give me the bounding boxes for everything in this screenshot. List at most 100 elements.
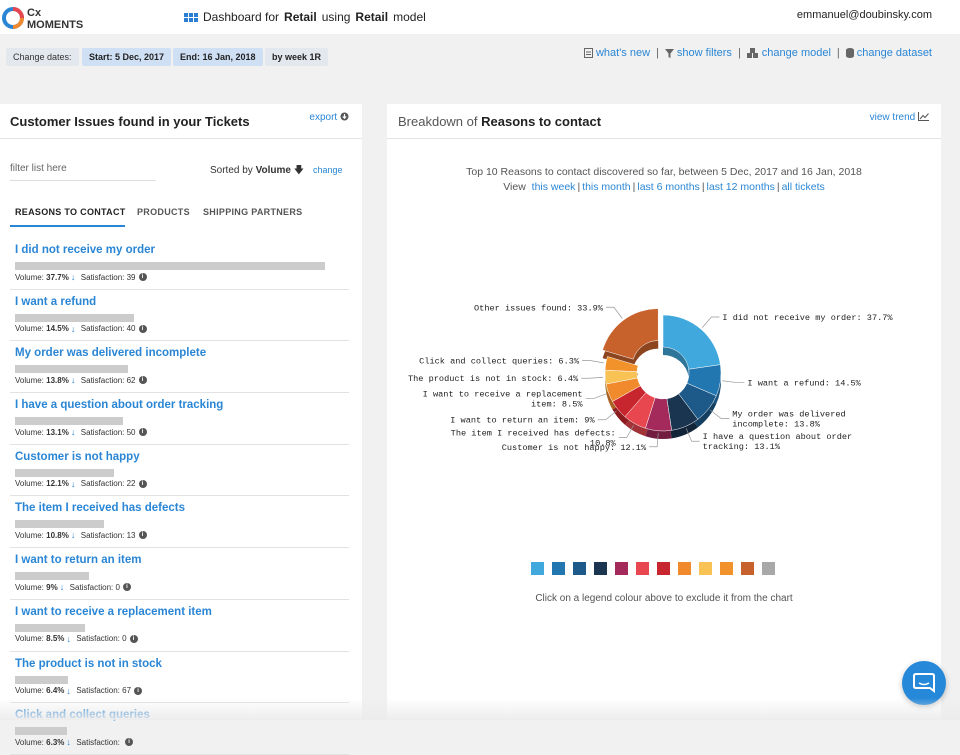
donut-slice-9[interactable] — [604, 356, 639, 372]
cx-moments-logo[interactable]: Cx MOMENTS — [2, 4, 102, 32]
breakdown-title-bold: Reasons to contact — [481, 114, 602, 129]
view-link-3[interactable]: last 12 months — [706, 181, 775, 193]
info-icon[interactable]: i — [138, 324, 147, 333]
issue-title[interactable]: The product is not in stock — [15, 657, 162, 670]
info-icon[interactable]: i — [138, 428, 147, 437]
volume-label: Volume: — [15, 686, 44, 695]
view-link-4[interactable]: all tickets — [781, 181, 825, 193]
legend-swatch-7[interactable] — [678, 562, 691, 575]
breakdown-title: Breakdown of Reasons to contact — [398, 114, 601, 129]
donut-leader-line-5 — [618, 425, 634, 438]
info-icon[interactable]: i — [129, 634, 138, 643]
info-icon[interactable]: i — [134, 686, 143, 695]
end-date-button[interactable]: End: 16 Jan, 2018 — [173, 48, 263, 66]
view-link-0[interactable]: this week — [531, 181, 576, 193]
legend-swatch-0[interactable] — [531, 562, 544, 575]
logo-text-moments: MOMENTS — [27, 19, 83, 31]
breakdown-title-prefix: Breakdown of — [398, 114, 478, 129]
issue-title[interactable]: Customer is not happy — [15, 450, 140, 463]
issue-title[interactable]: I want a refund — [15, 295, 97, 308]
legend-swatch-8[interactable] — [699, 562, 712, 575]
logo-text-cx: Cx — [27, 7, 42, 19]
legend-swatch-6[interactable] — [657, 562, 670, 575]
tab-shipping-partners[interactable]: SHIPPING PARTNERS — [203, 207, 303, 217]
issue-row[interactable]: Click and collect queries Volume: 6.3% ↓ S… — [10, 703, 349, 755]
view-link-separator: | — [632, 181, 636, 193]
user-email[interactable]: emmanuel@doubinsky.com — [796, 9, 932, 21]
legend-swatch-4[interactable] — [615, 562, 628, 575]
start-date-button[interactable]: Start: 5 Dec, 2017 — [82, 48, 172, 66]
issue-title[interactable]: The item I received has defects — [15, 502, 186, 515]
issue-title[interactable]: I have a question about order tracking — [15, 399, 224, 412]
whats-new-link[interactable]: what's new — [583, 47, 651, 59]
info-icon[interactable]: i — [122, 583, 131, 592]
volume-bar — [15, 623, 85, 632]
donut-slice-10[interactable] — [602, 308, 659, 360]
trend-down-icon: ↓ — [70, 427, 76, 438]
info-icon[interactable]: i — [138, 273, 147, 281]
issue-row[interactable]: I did not receive my order Volume: 37.7% ↓… — [10, 238, 349, 290]
issue-title[interactable]: My order was delivered incomplete — [15, 347, 207, 360]
issues-panel-title: Customer Issues found in your Tickets — [10, 114, 250, 129]
legend-swatch-1[interactable] — [552, 562, 565, 575]
view-link-2[interactable]: last 6 months — [637, 181, 700, 193]
download-circle-icon — [340, 112, 349, 121]
change-sort-link[interactable]: change — [313, 165, 343, 175]
issue-title[interactable]: I want to return an item — [15, 554, 142, 567]
volume-label: Volume: — [15, 427, 44, 437]
satisfaction-value: 0 — [115, 582, 120, 592]
issues-panel-header: Customer Issues found in your Tickets ex… — [0, 104, 362, 139]
volume-bar — [15, 675, 68, 684]
donut-slice-0[interactable] — [662, 314, 721, 370]
issue-row[interactable]: The product is not in stock Volume: 6.4% ↓… — [10, 652, 349, 704]
change-dataset-link[interactable]: change dataset — [845, 47, 932, 59]
view-range-links: View this week | this month | last 6 months |… — [387, 181, 941, 193]
whats-new-label: what's new — [595, 47, 651, 59]
top-links: what's new | show filters | change model… — [583, 47, 932, 59]
info-icon[interactable]: i — [125, 738, 134, 747]
granularity-button[interactable]: by week 1R — [265, 48, 329, 66]
legend-swatch-10[interactable] — [741, 562, 754, 575]
satisfaction-value: 39 — [126, 272, 136, 282]
view-link-1[interactable]: this month — [582, 181, 631, 193]
change-model-link[interactable]: change model — [746, 47, 831, 59]
volume-label: Volume: — [15, 530, 44, 540]
donut-leader-line-3 — [685, 428, 700, 442]
issue-row[interactable]: I want to receive a replacement item Volu… — [10, 600, 349, 652]
volume-bar — [15, 417, 123, 426]
legend-swatch-5[interactable] — [636, 562, 649, 575]
issue-row[interactable]: I want a refund Volume: 14.5% ↓ Satisfacti… — [10, 290, 349, 342]
breakdown-panel: Breakdown of Reasons to contact view tre… — [387, 104, 941, 720]
issue-row[interactable]: Customer is not happy Volume: 12.1% ↓ Sati… — [10, 445, 349, 497]
info-icon[interactable]: i — [138, 479, 147, 488]
chat-button[interactable] — [902, 661, 946, 705]
issue-meta: Volume: 13.8% ↓ Satisfaction: 62 i — [15, 375, 147, 385]
trend-down-icon: ↓ — [70, 478, 76, 489]
legend-swatch-3[interactable] — [594, 562, 607, 575]
issue-row[interactable]: My order was delivered incomplete Volume:… — [10, 341, 349, 394]
issue-row[interactable]: The item I received has defects Volume: 1… — [10, 496, 349, 549]
volume-value: 6.4% — [46, 686, 65, 695]
issue-title[interactable]: Click and collect queries — [15, 709, 150, 722]
info-icon[interactable]: i — [138, 376, 147, 385]
date-bar: Change dates: Start: 5 Dec, 2017 End: 16… — [0, 34, 960, 80]
tab-products[interactable]: PRODUCTS — [137, 207, 190, 217]
satisfaction-value: 22 — [126, 479, 136, 489]
issue-row[interactable]: I have a question about order tracking Vo… — [10, 393, 349, 445]
satisfaction-label: Satisfaction: — [80, 375, 125, 385]
legend-swatch-9[interactable] — [720, 562, 733, 575]
legend-swatch-2[interactable] — [573, 562, 586, 575]
legend-swatch-11[interactable] — [762, 562, 775, 575]
issue-title[interactable]: I want to receive a replacement item — [15, 605, 212, 618]
show-filters-link[interactable]: show filters — [664, 47, 732, 59]
info-icon[interactable]: i — [138, 531, 147, 540]
view-label: View — [503, 181, 526, 193]
view-trend-link[interactable]: view trend — [870, 112, 929, 123]
filter-input[interactable]: filter list here — [10, 163, 156, 181]
issue-title[interactable]: I did not receive my order — [15, 244, 155, 256]
tab-reasons-to-contact[interactable]: REASONS TO CONTACT — [15, 207, 126, 217]
export-link[interactable]: export — [309, 112, 349, 123]
sorted-by: Sorted by Volume 🡇 — [210, 163, 304, 180]
donut-leader-line-10 — [605, 306, 623, 319]
issue-row[interactable]: I want to return an item Volume: 9% ↓ Sati… — [10, 548, 349, 600]
